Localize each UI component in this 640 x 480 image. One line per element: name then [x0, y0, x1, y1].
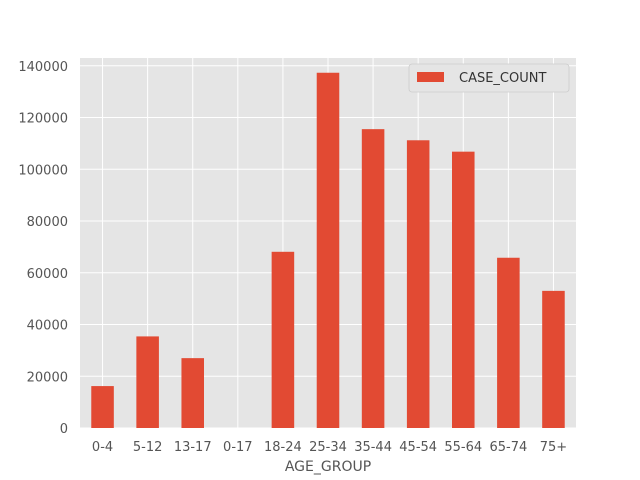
x-tick-label: 45-54 [399, 440, 437, 455]
x-tick-label: 35-44 [354, 440, 392, 455]
bar [452, 151, 475, 428]
x-tick-label: 25-34 [309, 440, 347, 455]
legend-label: CASE_COUNT [459, 71, 546, 86]
bar [316, 72, 340, 428]
x-axis-ticks: 0-4 5-12 13-17 0-17 18-24 25-34 35-44 45-54 55-6… [92, 440, 567, 455]
bar [361, 129, 385, 428]
y-tick-label: 60000 [27, 267, 68, 282]
x-tick-label: 75+ [540, 440, 567, 455]
y-tick-label: 120000 [18, 112, 68, 127]
x-tick-label: 55-64 [444, 440, 482, 455]
y-tick-label: 0 [60, 422, 68, 437]
x-axis-label: AGE_GROUP [285, 459, 371, 475]
x-tick-label: 18-24 [264, 440, 302, 455]
bar [542, 290, 565, 428]
legend: CASE_COUNT [408, 63, 570, 93]
y-tick-label: 40000 [27, 319, 68, 334]
legend-box [408, 63, 570, 93]
x-tick-label: 65-74 [489, 440, 527, 455]
bar [271, 251, 295, 428]
bar [406, 140, 430, 428]
bar [181, 358, 204, 428]
y-tick-label: 80000 [27, 215, 68, 230]
x-tick-label: 0-4 [92, 440, 113, 455]
bars [91, 72, 565, 428]
bar [497, 257, 520, 428]
y-tick-label: 100000 [18, 163, 68, 178]
y-tick-label: 140000 [18, 60, 68, 75]
legend-swatch [417, 72, 444, 82]
bar [136, 336, 159, 428]
x-tick-label: 0-17 [223, 440, 253, 455]
y-tick-label: 20000 [27, 370, 68, 385]
y-axis-ticks: 0 20000 40000 60000 80000 100000 120000 140000 [18, 60, 68, 437]
x-tick-label: 5-12 [133, 440, 163, 455]
x-tick-label: 13-17 [174, 440, 212, 455]
bar [91, 386, 114, 428]
